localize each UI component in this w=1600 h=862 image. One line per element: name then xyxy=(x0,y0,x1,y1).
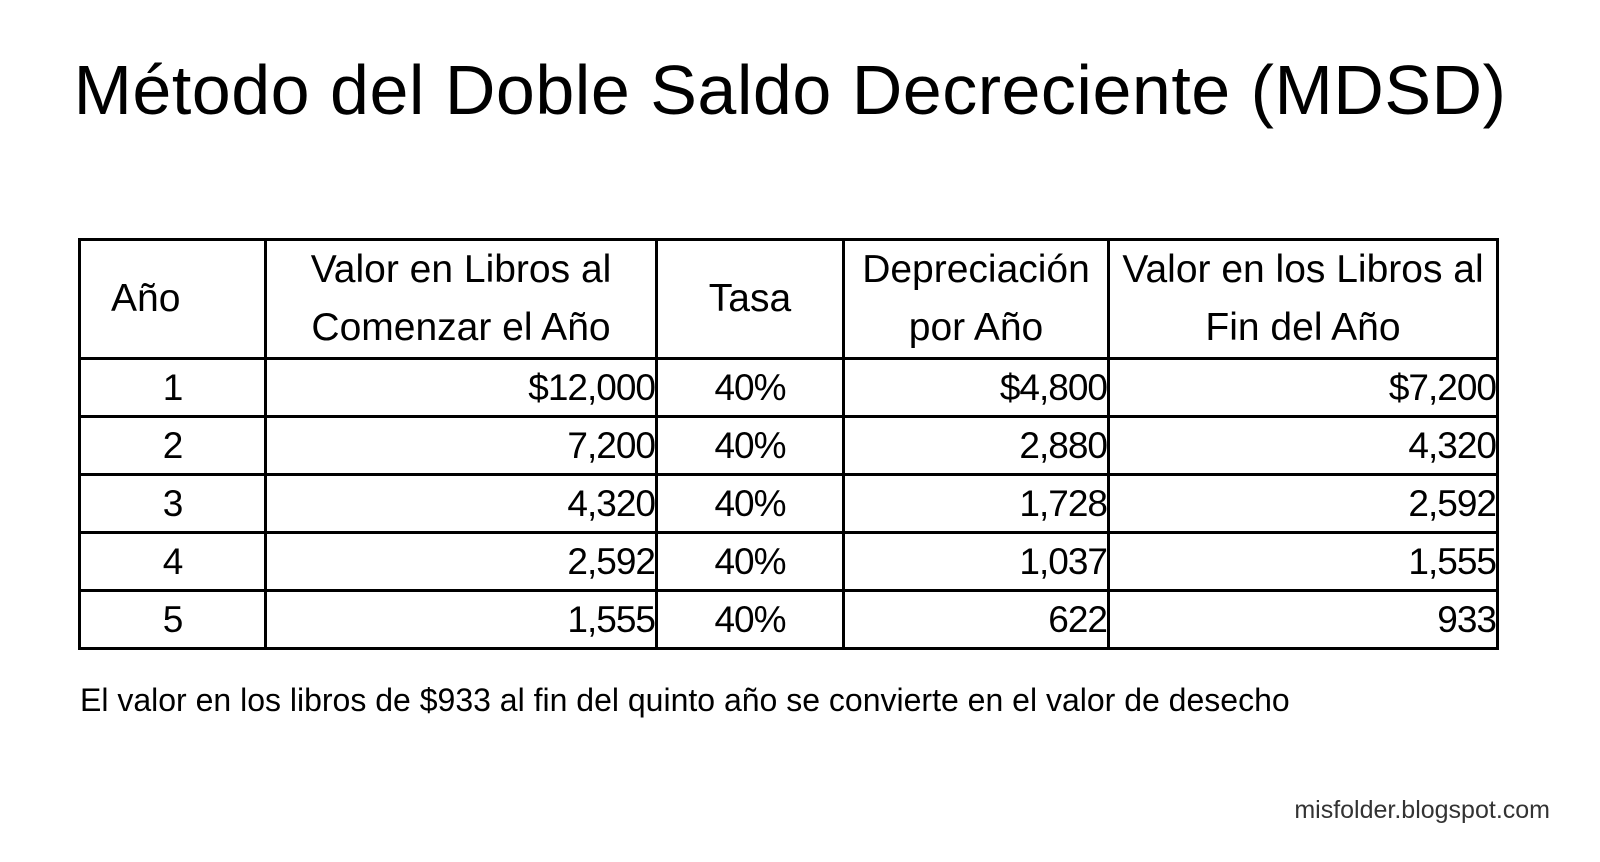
cell-year: 4 xyxy=(78,531,267,592)
cell-rate: 40% xyxy=(655,357,845,418)
cell-depreciation: 2,880 xyxy=(842,415,1110,476)
table-row: 1 $12,000 40% $4,800 $7,200 xyxy=(78,357,1499,418)
cell-rate: 40% xyxy=(655,589,845,650)
source-credit: misfolder.blogspot.com xyxy=(1294,796,1550,824)
header-year: Año xyxy=(78,238,267,360)
header-rate: Tasa xyxy=(655,238,845,360)
cell-end-value: $7,200 xyxy=(1107,357,1499,418)
cell-start-value: 7,200 xyxy=(264,415,658,476)
cell-end-value: 4,320 xyxy=(1107,415,1499,476)
cell-start-value: 4,320 xyxy=(264,473,658,534)
depreciation-table: Año Valor en Libros al Comenzar el Año T… xyxy=(78,238,1499,650)
cell-start-value: 2,592 xyxy=(264,531,658,592)
cell-year: 1 xyxy=(78,357,267,418)
cell-depreciation: 622 xyxy=(842,589,1110,650)
cell-year: 5 xyxy=(78,589,267,650)
page-title: Método del Doble Saldo Decreciente (MDSD… xyxy=(73,51,1507,129)
header-end-value-line-1: Valor en los Libros al xyxy=(1122,248,1484,291)
cell-depreciation: 1,728 xyxy=(842,473,1110,534)
cell-rate: 40% xyxy=(655,531,845,592)
table-row: 2 7,200 40% 2,880 4,320 xyxy=(78,415,1499,476)
cell-end-value: 1,555 xyxy=(1107,531,1499,592)
cell-end-value: 2,592 xyxy=(1107,473,1499,534)
header-start-value-line-2: Comenzar el Año xyxy=(311,306,611,349)
table-row: 4 2,592 40% 1,037 1,555 xyxy=(78,531,1499,592)
header-depreciation-line-2: por Año xyxy=(908,306,1044,349)
cell-start-value: $12,000 xyxy=(264,357,658,418)
table-row: 3 4,320 40% 1,728 2,592 xyxy=(78,473,1499,534)
salvage-value-note: El valor en los libros de $933 al fin de… xyxy=(80,682,1290,718)
cell-rate: 40% xyxy=(655,415,845,476)
cell-start-value: 1,555 xyxy=(264,589,658,650)
cell-depreciation: $4,800 xyxy=(842,357,1110,418)
table-header-row: Año Valor en Libros al Comenzar el Año T… xyxy=(78,238,1499,360)
cell-rate: 40% xyxy=(655,473,845,534)
cell-year: 3 xyxy=(78,473,267,534)
header-start-value: Valor en Libros al Comenzar el Año xyxy=(264,238,658,360)
header-end-value-line-2: Fin del Año xyxy=(1205,306,1401,349)
header-depreciation: Depreciación por Año xyxy=(842,238,1110,360)
header-end-value: Valor en los Libros al Fin del Año xyxy=(1107,238,1499,360)
cell-depreciation: 1,037 xyxy=(842,531,1110,592)
table-row: 5 1,555 40% 622 933 xyxy=(78,589,1499,650)
header-start-value-line-1: Valor en Libros al xyxy=(310,248,612,291)
cell-year: 2 xyxy=(78,415,267,476)
cell-end-value: 933 xyxy=(1107,589,1499,650)
header-depreciation-line-1: Depreciación xyxy=(862,248,1090,291)
